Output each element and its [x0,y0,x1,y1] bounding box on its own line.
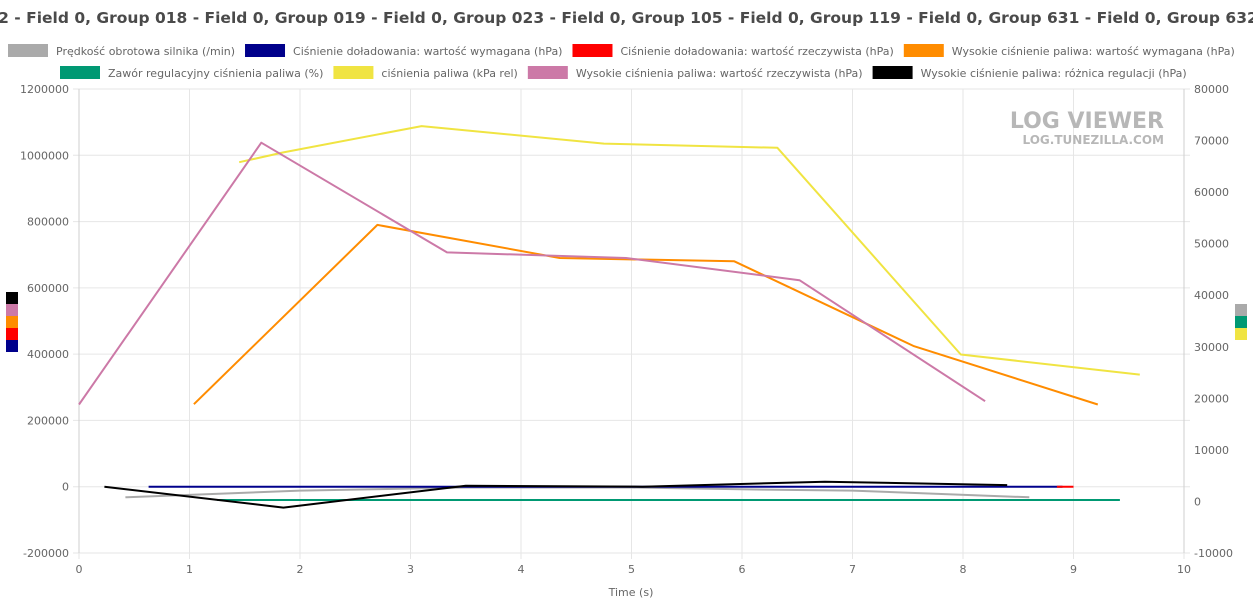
legend-label: Wysokie ciśnienie paliwa: różnica regula… [921,67,1187,80]
x-tick-label: 6 [739,563,746,576]
left-y-tick-label: 600000 [27,282,69,295]
legend-label: Ciśnienie doładowania: wartość wymagana … [293,45,562,58]
x-tick-label: 0 [76,563,83,576]
legend-item[interactable]: Zawór regulacyjny ciśnienia paliwa (%) [60,66,323,80]
left-y-tick-label: 0 [62,481,69,494]
legend-label: Zawór regulacyjny ciśnienia paliwa (%) [108,67,323,80]
right-axis-swatch [1235,316,1247,328]
chart-title: Group 002 - Field 0, Group 018 - Field 0… [0,9,1253,27]
x-tick-label: 4 [518,563,525,576]
right-y-tick-label: 50000 [1194,238,1229,251]
watermark-subtitle: LOG.TUNEZILLA.COM [1023,133,1164,147]
legend-item[interactable]: Wysokie ciśnienie paliwa: różnica regula… [872,66,1187,80]
right-axis-color-key [1235,304,1247,340]
right-axis-swatch [1235,328,1247,340]
x-tick-label: 9 [1070,563,1077,576]
right-y-tick-label: 60000 [1194,186,1229,199]
right-y-tick-label: 10000 [1194,444,1229,457]
legend-label: Wysokie ciśnienia paliwa: wartość rzeczy… [576,67,863,80]
legend[interactable]: Prędkość obrotowa silnika (/min) Ciśnieni… [8,44,1235,80]
x-tick-label: 2 [297,563,304,576]
legend-swatch [903,44,944,57]
right-y-tick-label: 0 [1194,495,1201,508]
legend-label: Ciśnienie doładowania: wartość rzeczywis… [620,45,893,58]
x-tick-label: 3 [407,563,414,576]
right-axis-swatch [1235,304,1247,316]
right-y-tick-label: 20000 [1194,392,1229,405]
legend-label: Prędkość obrotowa silnika (/min) [56,45,235,58]
legend-swatch [245,44,286,57]
left-axis-swatch [6,340,18,352]
series-line [193,223,1099,406]
x-tick-label: 10 [1177,563,1191,576]
legend-item[interactable]: Ciśnienie doładowania: wartość wymagana … [245,44,562,58]
legend-swatch [60,66,100,79]
axis-ticks: 0 1 2 3 4 5 6 7 8 9 101200000100000080000060000040… [20,83,1233,576]
right-y-tick-label: -10000 [1194,547,1233,560]
x-tick-label: 8 [960,563,967,576]
series-line [78,141,986,406]
x-tick-label: 7 [849,563,856,576]
left-y-tick-label: 1000000 [20,149,69,162]
left-axis-color-key [6,292,18,352]
series-line [104,480,1008,509]
legend-swatch [333,66,374,79]
legend-swatch [572,44,613,57]
left-axis-swatch [6,328,18,340]
legend-item[interactable]: Prędkość obrotowa silnika (/min) [8,44,235,58]
x-tick-label: 5 [628,563,635,576]
legend-label: ciśnienia paliwa (kPa rel) [381,67,517,80]
legend-item[interactable]: Wysokie ciśnienie paliwa: wartość wymaga… [903,44,1235,58]
left-y-tick-label: 1200000 [20,83,69,96]
left-y-tick-label: 800000 [27,216,69,229]
x-axis-title: Time (s) [608,586,654,599]
left-axis-swatch [6,292,18,304]
left-y-tick-label: -200000 [23,547,69,560]
left-y-tick-label: 400000 [27,348,69,361]
legend-swatch [8,44,48,57]
watermark: LOG VIEWER LOG.TUNEZILLA.COM [1010,109,1164,147]
left-y-tick-label: 200000 [27,414,69,427]
series-lines [78,125,1140,509]
x-tick-label: 1 [186,563,193,576]
legend-item[interactable]: Ciśnienie doładowania: wartość rzeczywis… [572,44,894,58]
legend-swatch [872,66,913,79]
legend-swatch [527,66,568,79]
right-y-tick-label: 80000 [1194,83,1229,96]
watermark-title: LOG VIEWER [1010,109,1164,134]
series-line [238,125,1140,376]
right-y-tick-label: 70000 [1194,135,1229,148]
legend-item[interactable]: Wysokie ciśnienia paliwa: wartość rzeczy… [527,66,863,80]
series-line [125,486,1030,499]
left-axis-swatch [6,316,18,328]
left-axis-swatch [6,304,18,316]
right-y-tick-label: 30000 [1194,341,1229,354]
right-y-tick-label: 40000 [1194,289,1229,302]
legend-item[interactable]: ciśnienia paliwa (kPa rel) [333,66,518,80]
legend-label: Wysokie ciśnienie paliwa: wartość wymaga… [952,45,1235,58]
